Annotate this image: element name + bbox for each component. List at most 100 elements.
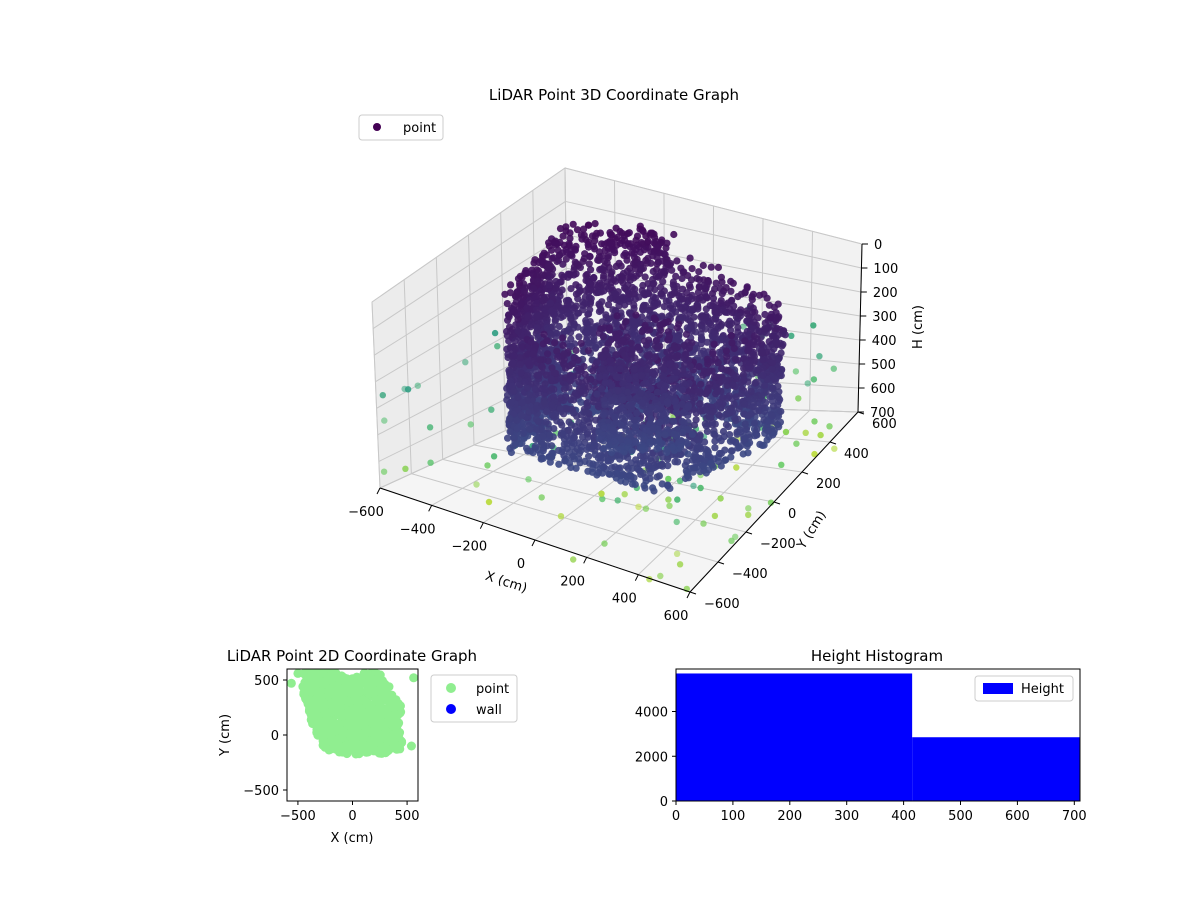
point-3d-2112	[513, 416, 521, 424]
x-tick-3d-3	[531, 539, 536, 547]
point-3d-983	[571, 245, 579, 253]
point-3d-3094	[724, 299, 732, 307]
point-3d-2283	[546, 431, 554, 439]
point-3d-3360	[776, 371, 784, 379]
point-3d-4119	[610, 437, 618, 445]
point-3d-2690	[734, 324, 742, 332]
point-3d-2450	[695, 268, 703, 276]
point-3d-3488	[728, 408, 737, 416]
point-3d-4044	[595, 434, 603, 442]
point-3d-4057	[681, 355, 689, 363]
point-3d-3379	[765, 338, 773, 346]
point-3d-1677	[539, 252, 547, 260]
point-3d-3178	[703, 427, 712, 435]
point-3d-2261	[545, 425, 553, 433]
y-tick-label-3d-4: 200	[816, 477, 841, 492]
point-3d-3515	[735, 443, 743, 452]
point-3d-2139	[511, 441, 520, 449]
point-3d-2321	[541, 385, 549, 393]
point-3d-3211	[735, 405, 743, 413]
point-3d-3866	[634, 343, 642, 351]
point-3d-116	[676, 561, 684, 568]
point-3d-3539	[664, 482, 672, 490]
point-3d-4096	[602, 351, 610, 359]
point-3d-3619	[707, 459, 715, 467]
point-3d-1676	[501, 290, 509, 298]
point-3d-3087	[770, 303, 779, 311]
point-3d-4051	[614, 387, 623, 395]
point-3d-877	[637, 265, 646, 273]
point-3d-443	[659, 278, 667, 286]
point-3d-7	[830, 365, 837, 372]
point-3d-4087	[612, 372, 620, 380]
point-3d-307	[573, 226, 582, 234]
point-3d-4111	[618, 414, 627, 422]
point-3d-4097	[600, 411, 608, 419]
point-2d-709	[329, 698, 339, 708]
point-3d-846	[586, 280, 594, 289]
point-3d-883	[657, 283, 665, 291]
point-3d-2784	[699, 261, 707, 270]
point-3d-2411	[576, 388, 585, 396]
point-3d-2764	[718, 290, 726, 298]
point-3d-3561	[769, 431, 777, 439]
point-3d-2821	[697, 340, 705, 348]
point-3d-921	[570, 266, 578, 274]
point-3d-4094	[630, 365, 639, 373]
point-3d-1539	[553, 302, 561, 310]
point-3d-36	[811, 450, 818, 458]
point-3d-4095	[606, 365, 614, 373]
point-3d-2276	[506, 368, 514, 376]
point-3d-86	[494, 343, 501, 350]
point-3d-2235	[646, 469, 655, 477]
point-3d-2716	[761, 310, 769, 319]
point-3d-2164	[525, 391, 533, 399]
point-3d-2353	[550, 393, 558, 401]
grid-left-z-1	[372, 201, 566, 329]
point-3d-1008	[664, 261, 672, 269]
point-3d-3584	[749, 403, 758, 411]
point-3d-1686	[548, 307, 556, 315]
point-3d-1019	[570, 271, 578, 279]
grid-left-y-2	[435, 257, 444, 460]
point-3d-100	[665, 475, 672, 483]
point-3d-849	[638, 313, 646, 321]
grid-floor-y-1	[411, 473, 719, 563]
point-3d-836	[584, 310, 592, 318]
point-3d-2697	[695, 276, 704, 284]
z-tick-label-3d-0: 0	[874, 238, 882, 253]
point-3d-2025	[572, 346, 580, 355]
point-3d-4045	[654, 431, 663, 439]
point-3d-2382	[536, 450, 545, 458]
point-3d-2922	[747, 302, 755, 310]
point-3d-3411	[692, 416, 700, 424]
y-tick-label-3d-1: −400	[732, 567, 768, 582]
point-3d-3596	[744, 347, 752, 355]
point-3d-722	[595, 253, 603, 261]
point-3d-2266	[558, 448, 566, 456]
point-3d-88	[673, 550, 681, 557]
point-3d-4074	[630, 416, 639, 424]
point-3d-933	[564, 273, 572, 281]
point-3d-4103	[617, 421, 625, 429]
point-2d-769	[359, 669, 369, 679]
point-3d-3487	[711, 437, 719, 445]
point-3d-3528	[773, 341, 781, 349]
point-3d-94	[690, 482, 697, 489]
point-3d-2226	[580, 362, 588, 371]
point-3d-2091	[534, 372, 543, 380]
point-3d-4068	[685, 344, 694, 352]
point-3d-2351	[619, 470, 627, 478]
point-3d-1227	[555, 322, 563, 331]
point-3d-2200	[548, 411, 557, 419]
point-3d-524	[604, 301, 613, 309]
point-3d-3422	[719, 400, 727, 408]
point-3d-4036	[637, 389, 645, 397]
point-3d-4060	[595, 373, 603, 381]
point-3d-963	[633, 232, 642, 240]
point-3d-117	[717, 495, 724, 502]
point-3d-1253	[553, 257, 561, 266]
point-3d-2367	[556, 418, 565, 426]
point-3d-2293	[521, 378, 529, 386]
point-3d-2287	[560, 350, 568, 358]
